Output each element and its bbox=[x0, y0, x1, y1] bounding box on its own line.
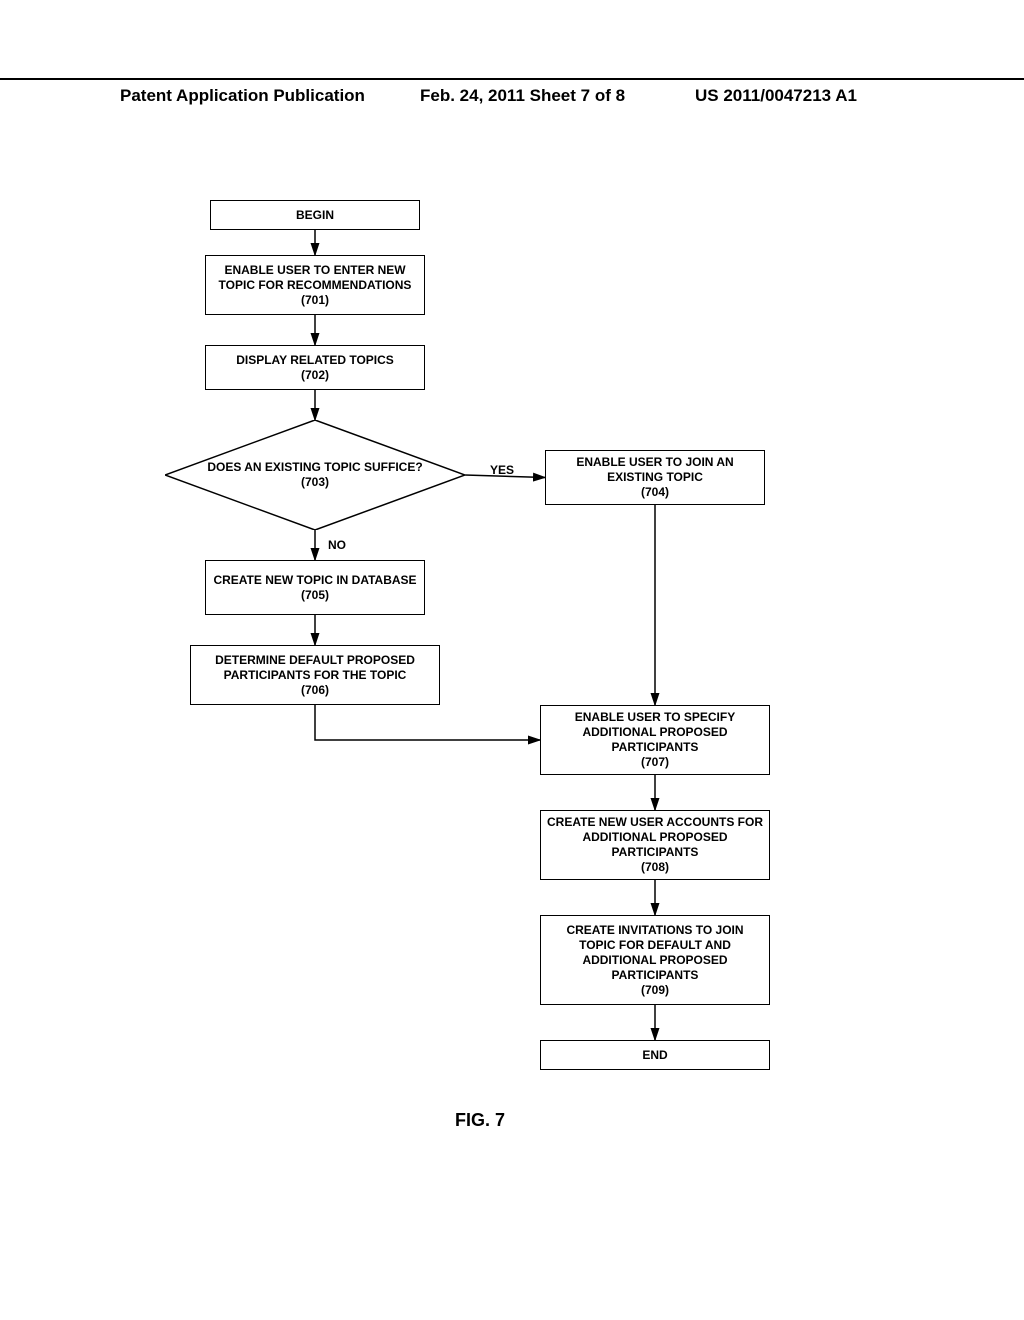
edge-label-no: NO bbox=[328, 538, 346, 552]
figure-caption: FIG. 7 bbox=[455, 1110, 505, 1131]
header-right: US 2011/0047213 A1 bbox=[695, 86, 857, 106]
flow-node-end: END bbox=[540, 1040, 770, 1070]
header-mid: Feb. 24, 2011 Sheet 7 of 8 bbox=[420, 86, 625, 106]
edge-label-yes: YES bbox=[490, 463, 514, 477]
flow-node-n709: CREATE INVITATIONS TO JOIN TOPIC FOR DEF… bbox=[540, 915, 770, 1005]
flowchart-diagram: BEGIN ENABLE USER TO ENTER NEW TOPIC FOR … bbox=[0, 160, 1024, 1200]
flow-node-n702: DISPLAY RELATED TOPICS(702) bbox=[205, 345, 425, 390]
edge-layer bbox=[0, 160, 1024, 1200]
flow-decision-n703: DOES AN EXISTING TOPIC SUFFICE?(703) bbox=[165, 420, 465, 530]
flow-node-begin: BEGIN bbox=[210, 200, 420, 230]
flow-node-n701: ENABLE USER TO ENTER NEW TOPIC FOR RECOM… bbox=[205, 255, 425, 315]
page-header: Patent Application Publication Feb. 24, … bbox=[0, 78, 1024, 86]
flow-node-n705: CREATE NEW TOPIC IN DATABASE(705) bbox=[205, 560, 425, 615]
flow-node-n704: ENABLE USER TO JOIN AN EXISTING TOPIC(70… bbox=[545, 450, 765, 505]
flow-node-n706: DETERMINE DEFAULT PROPOSED PARTICIPANTS … bbox=[190, 645, 440, 705]
flow-node-n707: ENABLE USER TO SPECIFY ADDITIONAL PROPOS… bbox=[540, 705, 770, 775]
patent-page: Patent Application Publication Feb. 24, … bbox=[0, 0, 1024, 1320]
flow-node-n708: CREATE NEW USER ACCOUNTS FOR ADDITIONAL … bbox=[540, 810, 770, 880]
header-left: Patent Application Publication bbox=[120, 86, 365, 106]
